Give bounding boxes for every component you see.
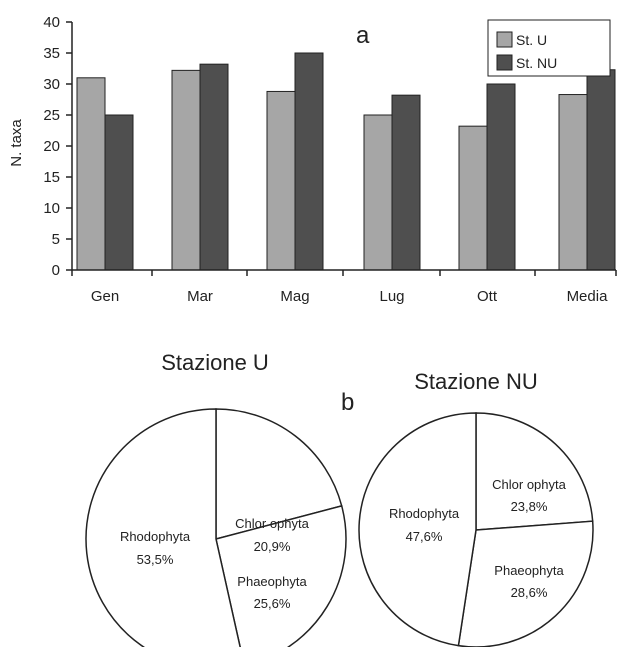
pie-nu-rhodophyta-name: Rhodophyta bbox=[389, 506, 460, 521]
pie-u-slice-phaeophyta bbox=[215, 504, 347, 647]
pie-title-stazione-nu: Stazione NU bbox=[414, 369, 538, 394]
bar-chart-panel: Gen Mar Mag Lug Ott Media 0 5 10 15 20 25 30 35 40 St.… bbox=[8, 14, 617, 305]
x-tick-label: Gen bbox=[91, 288, 119, 305]
pie-u-phaeophyta-name: Phaeophyta bbox=[237, 574, 307, 589]
pie-nu-slice-chlorophyta bbox=[475, 412, 594, 531]
x-tick-label: Mag bbox=[280, 288, 309, 305]
pie-u-chlorophyta-name: Chlor ophyta bbox=[235, 516, 309, 531]
y-tick-label: 0 bbox=[52, 262, 60, 279]
pie-title-stazione-u: Stazione U bbox=[161, 350, 269, 375]
bar-stnu-gen bbox=[104, 114, 134, 271]
bar-stnu-lug bbox=[391, 94, 421, 271]
x-tick-label: Media bbox=[567, 288, 609, 305]
bar-stu-mag bbox=[266, 90, 296, 271]
bar-stu-mar bbox=[171, 69, 201, 271]
pie-u-slice-rhodophyta bbox=[85, 408, 241, 647]
y-tick-label: 10 bbox=[43, 200, 60, 217]
pie-nu-chlorophyta-name: Chlor ophyta bbox=[492, 477, 566, 492]
pie-chart-panel: b Stazione U Chlor ophyta 20,9% Phaeophy… bbox=[85, 350, 594, 647]
pie-u-slice-chlorophyta bbox=[215, 408, 343, 540]
x-tick-label: Lug bbox=[379, 288, 404, 305]
bar-stu-ott bbox=[458, 125, 488, 271]
pie-nu-phaeophyta-value: 28,6% bbox=[511, 585, 548, 600]
y-axis-label: N. taxa bbox=[8, 119, 25, 167]
y-tick-label: 5 bbox=[52, 231, 60, 248]
pie-stazione-u: Stazione U Chlor ophyta 20,9% Phaeophyta… bbox=[85, 350, 347, 647]
y-tick-label: 20 bbox=[43, 138, 60, 155]
bar-stnu-media bbox=[586, 69, 616, 271]
pie-u-phaeophyta-value: 25,6% bbox=[254, 596, 291, 611]
bar-stnu-mag bbox=[294, 52, 324, 271]
legend-label-st-u: St. U bbox=[516, 32, 547, 48]
axes-layer bbox=[66, 21, 617, 276]
y-tick-label: 40 bbox=[43, 14, 60, 31]
ticks-layer: Gen Mar Mag Lug Ott Media 0 5 10 15 20 25 30 35 40 bbox=[43, 14, 608, 305]
bars-layer bbox=[76, 52, 616, 271]
panel-letter-a: a bbox=[356, 22, 370, 49]
pie-nu-chlorophyta-value: 23,8% bbox=[511, 499, 548, 514]
bar-stnu-mar bbox=[199, 63, 229, 271]
y-tick-label: 25 bbox=[43, 107, 60, 124]
pie-nu-rhodophyta-value: 47,6% bbox=[406, 529, 443, 544]
bar-stu-media bbox=[558, 94, 588, 271]
x-tick-label: Ott bbox=[477, 288, 498, 305]
pie-nu-phaeophyta-name: Phaeophyta bbox=[494, 563, 564, 578]
y-tick-label: 35 bbox=[43, 45, 60, 62]
pie-stazione-nu: Stazione NU Chlor ophyta 23,8% Phaeophyt… bbox=[358, 369, 594, 647]
bar-stnu-ott bbox=[486, 83, 516, 271]
pie-u-rhodophyta-name: Rhodophyta bbox=[120, 529, 191, 544]
bar-stu-gen bbox=[76, 77, 106, 271]
y-tick-label: 15 bbox=[43, 169, 60, 186]
legend: St. U St. NU bbox=[487, 19, 611, 77]
panel-letter-b: b bbox=[341, 389, 354, 416]
legend-swatch-st-nu bbox=[496, 54, 513, 71]
pie-nu-slices bbox=[358, 412, 594, 647]
bar-stu-lug bbox=[363, 114, 393, 271]
pie-u-chlorophyta-value: 20,9% bbox=[254, 539, 291, 554]
pie-nu-slice-rhodophyta bbox=[358, 412, 477, 647]
x-tick-label: Mar bbox=[187, 288, 213, 305]
y-tick-label: 30 bbox=[43, 76, 60, 93]
legend-label-st-nu: St. NU bbox=[516, 55, 557, 71]
legend-swatch-st-u bbox=[496, 31, 513, 48]
pie-u-slices bbox=[85, 408, 347, 647]
pie-u-rhodophyta-value: 53,5% bbox=[137, 552, 174, 567]
